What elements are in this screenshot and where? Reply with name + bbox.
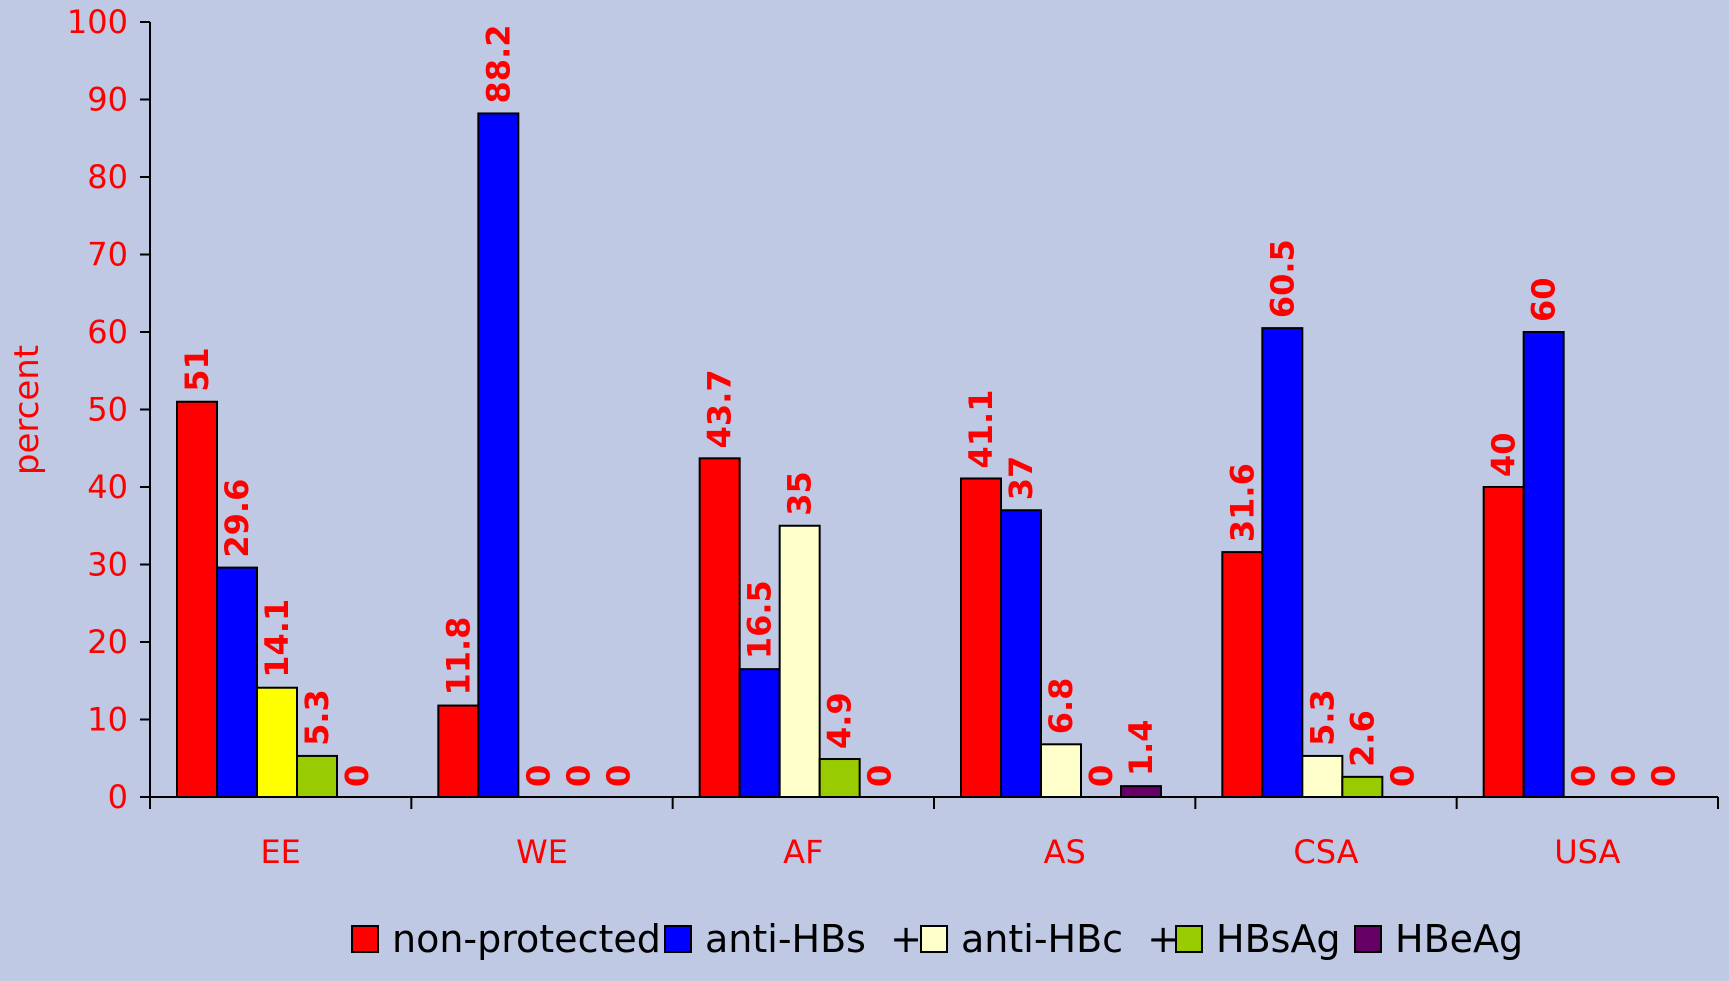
y-tick-label: 80 [87, 158, 128, 196]
data-label: 0 [1565, 765, 1603, 787]
bar-af-series-3 [778, 524, 821, 798]
y-tick-label: 10 [87, 701, 128, 739]
data-label: 60 [1525, 277, 1563, 322]
data-label: 0 [1383, 765, 1421, 787]
y-tick-label: 0 [108, 778, 128, 816]
data-label: 14.1 [258, 599, 296, 678]
legend-swatch [920, 925, 948, 953]
data-label: 41.1 [962, 390, 1000, 469]
bar-csa-series-4 [1341, 775, 1384, 798]
data-label: 4.9 [821, 692, 859, 749]
y-tick-label: 70 [87, 236, 128, 274]
legend-swatch [664, 925, 692, 953]
data-label: 51 [178, 347, 216, 392]
y-tick-label: 20 [87, 623, 128, 661]
data-label: 0 [519, 765, 557, 787]
data-label: 0 [1082, 765, 1120, 787]
data-label: 5.3 [298, 689, 336, 746]
data-label: 40 [1485, 432, 1523, 477]
data-label: 1.4 [1122, 719, 1160, 776]
data-label: 0 [559, 765, 597, 787]
data-label: 29.6 [218, 479, 256, 558]
bar-ee-series-1 [176, 400, 218, 798]
data-label: 0 [1645, 765, 1683, 787]
data-label: 0 [861, 765, 899, 787]
y-tick-label: 60 [87, 313, 128, 351]
data-label: 31.6 [1223, 463, 1261, 542]
bar-af-series-2 [738, 668, 781, 798]
bars [176, 112, 1565, 799]
data-label: 0 [1605, 765, 1643, 787]
data-label: 0 [599, 765, 637, 787]
data-label: 43.7 [701, 369, 739, 448]
y-tick-label: 100 [67, 3, 128, 41]
bar-usa-series-1 [1482, 486, 1525, 798]
bar-as-series-2 [1000, 509, 1042, 798]
bar-ee-series-3 [256, 686, 298, 798]
bar-ee-series-2 [216, 566, 258, 798]
data-label: 37 [1002, 456, 1040, 501]
bar-as-series-3 [1040, 743, 1082, 798]
legend: non-protected anti-HBs + anti-HBc + HBsAg HB… [351, 917, 1523, 961]
x-category-label: USA [1554, 833, 1620, 871]
x-category-label: WE [516, 833, 568, 871]
bar-csa-series-1 [1221, 551, 1264, 798]
bar-as-series-5 [1120, 785, 1162, 799]
legend-swatch [1175, 925, 1203, 953]
data-label: 0 [338, 765, 376, 787]
legend-swatch [1354, 925, 1382, 953]
bar-usa-series-2 [1522, 331, 1565, 798]
bar-csa-series-3 [1301, 754, 1344, 798]
bar-we-series-2 [477, 112, 520, 798]
x-category-label: CSA [1293, 833, 1358, 871]
legend-swatch [351, 925, 379, 953]
data-label: 11.8 [439, 617, 477, 696]
data-label: 5.3 [1303, 689, 1341, 746]
legend-label: anti-HBs + [705, 917, 922, 961]
y-axis: 0 10 20 30 40 50 60 70 80 90 100 [67, 3, 151, 816]
legend-label: anti-HBc + [961, 917, 1179, 961]
legend-label: HBsAg [1216, 917, 1341, 961]
bar-we-series-1 [437, 704, 480, 798]
y-tick-label: 40 [87, 468, 128, 506]
bar-csa-series-2 [1261, 327, 1304, 798]
y-tick-label: 30 [87, 546, 128, 584]
legend-label: non-protected [392, 917, 661, 961]
data-label: 16.5 [741, 580, 779, 659]
bar-ee-series-4 [296, 754, 338, 798]
y-tick-label: 90 [87, 81, 128, 119]
bar-af-series-1 [698, 457, 741, 798]
bar-as-series-1 [960, 477, 1002, 798]
data-label: 6.8 [1042, 678, 1080, 735]
data-label: 60.5 [1263, 239, 1301, 318]
legend-label: HBeAg [1395, 917, 1523, 961]
x-category-label: AS [1044, 833, 1086, 871]
data-label: 88.2 [479, 24, 517, 103]
x-axis: EE WE AF AS CSA USA [149, 796, 1719, 871]
x-category-label: AF [783, 833, 823, 871]
y-tick-label: 50 [87, 391, 128, 429]
bar-af-series-4 [818, 758, 861, 799]
data-label: 2.6 [1343, 710, 1381, 767]
x-category-label: EE [260, 833, 300, 871]
y-axis-title: percent [7, 345, 47, 475]
data-label: 35 [781, 471, 819, 516]
